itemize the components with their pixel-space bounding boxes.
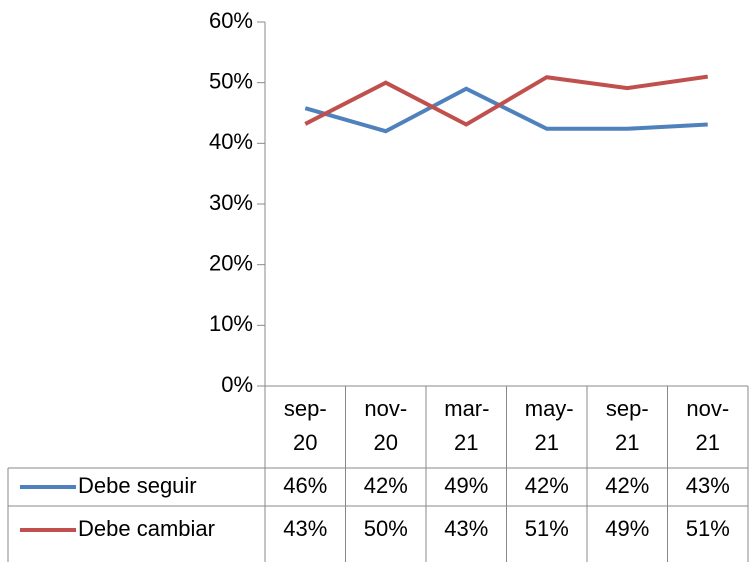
data-label: 49% xyxy=(605,516,649,541)
data-label: 42% xyxy=(525,473,569,498)
y-tick-label: 50% xyxy=(209,68,253,93)
data-label: 49% xyxy=(444,473,488,498)
legend-label: Debe cambiar xyxy=(78,516,215,541)
data-label: 51% xyxy=(686,516,730,541)
line-series xyxy=(304,86,708,134)
category-label: nov-20 xyxy=(364,396,408,455)
y-tick-label: 10% xyxy=(209,311,253,336)
y-tick-label: 30% xyxy=(209,190,253,215)
data-label: 43% xyxy=(686,473,730,498)
category-label: sep-21 xyxy=(605,396,649,455)
line-series xyxy=(304,74,709,127)
category-label: may-21 xyxy=(524,396,574,455)
category-label: mar-21 xyxy=(444,396,490,455)
legend-label: Debe seguir xyxy=(78,473,197,498)
data-label: 51% xyxy=(525,516,569,541)
y-tick-label: 0% xyxy=(221,372,253,397)
data-label: 43% xyxy=(444,516,488,541)
data-label: 42% xyxy=(364,473,408,498)
data-label: 50% xyxy=(364,516,408,541)
y-tick-label: 20% xyxy=(209,250,253,275)
y-tick-label: 40% xyxy=(209,129,253,154)
category-label: nov-21 xyxy=(686,396,730,455)
data-label: 46% xyxy=(283,473,327,498)
category-label: sep-20 xyxy=(283,396,327,455)
y-tick-label: 60% xyxy=(209,8,253,33)
data-label: 42% xyxy=(605,473,649,498)
data-label: 43% xyxy=(283,516,327,541)
